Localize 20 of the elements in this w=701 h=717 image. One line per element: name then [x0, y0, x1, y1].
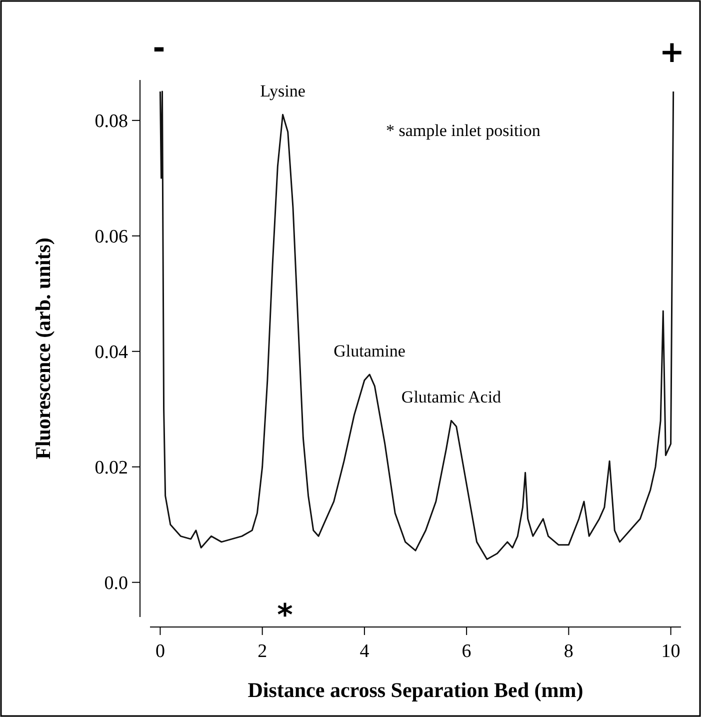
annotation: Lysine: [260, 82, 306, 101]
y-tick-label: 0.06: [94, 226, 128, 248]
y-tick-label: 0.0: [104, 573, 128, 594]
y-tick-label: 0.02: [94, 458, 128, 479]
text: +: [659, 35, 685, 70]
annotation: *: [277, 598, 294, 633]
annotation: * sample inlet position: [386, 121, 541, 140]
y-tick-label: 0.04: [94, 342, 128, 364]
y-axis-title: Fluorescence (arb. units): [31, 238, 55, 460]
x-tick-label: 8: [564, 641, 574, 662]
x-tick-label: 2: [258, 641, 268, 662]
x-tick-label: 10: [661, 641, 680, 662]
x-tick-label: 0: [155, 641, 165, 662]
x-tick-label: 6: [462, 641, 472, 662]
x-tick-label: 4: [360, 641, 370, 662]
x-axis-title: Distance across Separation Bed (mm): [248, 678, 584, 702]
annotation: Glutamic Acid: [401, 388, 502, 407]
y-tick-label: 0.08: [94, 111, 128, 132]
annotation: Glutamine: [334, 341, 406, 360]
text: -: [152, 31, 166, 66]
